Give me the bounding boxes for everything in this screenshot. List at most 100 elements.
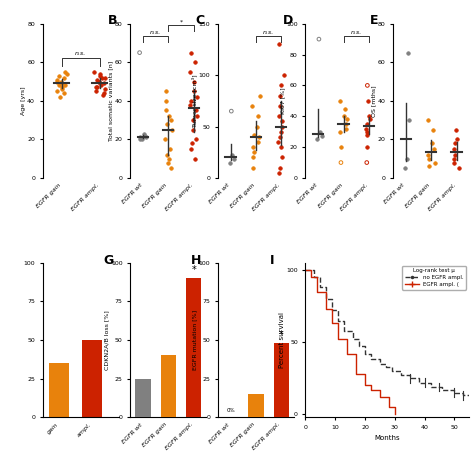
Point xyxy=(341,105,349,112)
Point xyxy=(337,159,345,166)
Point xyxy=(186,68,194,76)
Point xyxy=(140,130,147,137)
Point xyxy=(343,120,350,128)
Point xyxy=(167,116,175,124)
Text: H: H xyxy=(191,254,201,266)
Point xyxy=(193,112,201,120)
Point xyxy=(425,163,432,170)
Y-axis label: Tumor size [cm³]: Tumor size [cm³] xyxy=(191,74,197,127)
Point xyxy=(93,76,100,83)
Point xyxy=(228,107,235,115)
Point xyxy=(278,128,285,136)
Point xyxy=(163,151,171,159)
Point xyxy=(404,49,411,56)
Point xyxy=(101,74,109,82)
Point xyxy=(55,72,63,80)
Point xyxy=(450,145,458,153)
Text: I: I xyxy=(269,254,274,266)
Point xyxy=(61,74,68,82)
Bar xyxy=(248,394,264,417)
Point xyxy=(190,87,198,95)
Point xyxy=(452,126,460,134)
Point xyxy=(401,164,409,172)
Point xyxy=(451,139,459,147)
Text: *: * xyxy=(191,265,196,275)
Text: n.s.: n.s. xyxy=(150,30,161,35)
Point xyxy=(276,133,283,141)
Point xyxy=(275,40,283,48)
Y-axis label: CDKN2A/B loss [%]: CDKN2A/B loss [%] xyxy=(105,310,109,370)
Point xyxy=(136,49,144,56)
Point xyxy=(249,154,257,161)
Point xyxy=(451,151,459,159)
Point xyxy=(96,70,104,78)
Point xyxy=(280,71,287,79)
Point xyxy=(95,78,103,85)
Point xyxy=(100,80,108,87)
Y-axis label: Age [yrs]: Age [yrs] xyxy=(21,87,26,115)
Text: n.s.: n.s. xyxy=(263,30,274,35)
Point xyxy=(97,82,105,89)
Point xyxy=(96,78,103,85)
Point xyxy=(98,74,106,82)
Point xyxy=(248,102,256,110)
Point xyxy=(315,36,323,43)
Point xyxy=(192,107,200,114)
Point xyxy=(451,159,458,166)
Point xyxy=(363,128,370,136)
Point xyxy=(161,136,168,143)
Point xyxy=(277,82,285,89)
Point xyxy=(137,134,144,141)
Point xyxy=(425,155,432,163)
Bar xyxy=(82,340,102,417)
Point xyxy=(453,136,461,143)
Point xyxy=(191,78,198,85)
Point xyxy=(256,92,264,100)
Point xyxy=(366,116,374,123)
Point xyxy=(167,164,175,172)
Point xyxy=(97,72,104,80)
Point xyxy=(337,143,345,151)
Bar xyxy=(274,343,289,417)
Point xyxy=(226,159,233,166)
Bar xyxy=(49,363,69,417)
Point xyxy=(58,83,65,91)
Point xyxy=(274,138,282,146)
Point xyxy=(162,87,170,95)
Point xyxy=(188,97,195,105)
Point xyxy=(336,97,344,105)
Text: *: * xyxy=(279,330,284,340)
Point xyxy=(91,68,98,76)
Point xyxy=(57,78,65,85)
Point xyxy=(191,155,199,163)
Point xyxy=(187,145,195,153)
Point xyxy=(56,93,64,101)
Point xyxy=(163,107,170,114)
Bar xyxy=(161,356,176,417)
Point xyxy=(64,70,71,78)
Point xyxy=(364,82,371,89)
Y-axis label: Percent survival: Percent survival xyxy=(279,312,285,368)
Point xyxy=(53,78,61,85)
Point xyxy=(428,139,436,147)
Text: *: * xyxy=(180,19,182,25)
Point xyxy=(250,148,257,156)
Text: n.s.: n.s. xyxy=(75,52,86,56)
Point xyxy=(163,120,171,128)
Point xyxy=(53,76,61,83)
Point xyxy=(365,112,373,120)
Point xyxy=(250,131,257,138)
Point xyxy=(55,82,63,89)
Point xyxy=(365,97,372,105)
Point xyxy=(424,151,432,159)
X-axis label: Months: Months xyxy=(374,435,400,441)
Point xyxy=(187,49,195,56)
Text: G: G xyxy=(104,254,114,266)
Point xyxy=(58,85,66,93)
Point xyxy=(92,87,100,95)
Text: C: C xyxy=(195,14,204,27)
Point xyxy=(141,132,148,139)
Point xyxy=(318,133,325,140)
Legend: no EGFR ampl., EGFR ampl. (: no EGFR ampl., EGFR ampl. ( xyxy=(402,265,466,290)
Point xyxy=(137,136,144,143)
